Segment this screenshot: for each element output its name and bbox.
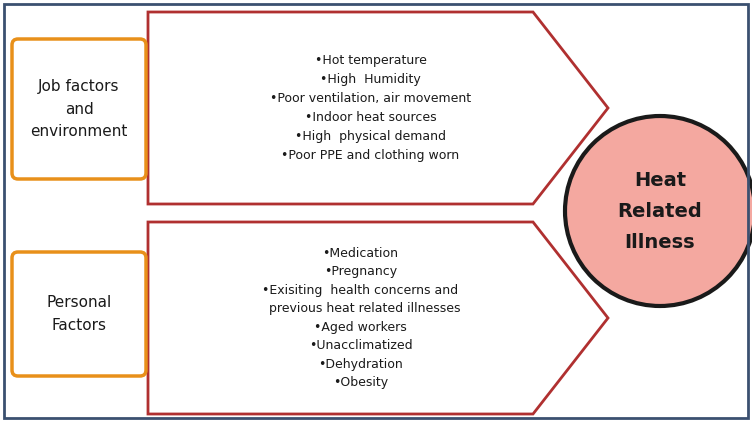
Text: •Medication
•Pregnancy
•Exisiting  health concerns and
  previous heat related i: •Medication •Pregnancy •Exisiting health… bbox=[261, 247, 460, 389]
Text: Job factors
and
environment: Job factors and environment bbox=[30, 79, 128, 139]
Text: Heat
Related
Illness: Heat Related Illness bbox=[617, 170, 702, 252]
FancyBboxPatch shape bbox=[12, 39, 146, 179]
Polygon shape bbox=[148, 222, 608, 414]
Text: •Hot temperature
•High  Humidity
•Poor ventilation, air movement
•Indoor heat so: •Hot temperature •High Humidity •Poor ve… bbox=[270, 54, 471, 162]
Text: Personal
Factors: Personal Factors bbox=[47, 295, 111, 333]
Circle shape bbox=[565, 116, 752, 306]
FancyBboxPatch shape bbox=[12, 252, 146, 376]
Polygon shape bbox=[148, 12, 608, 204]
